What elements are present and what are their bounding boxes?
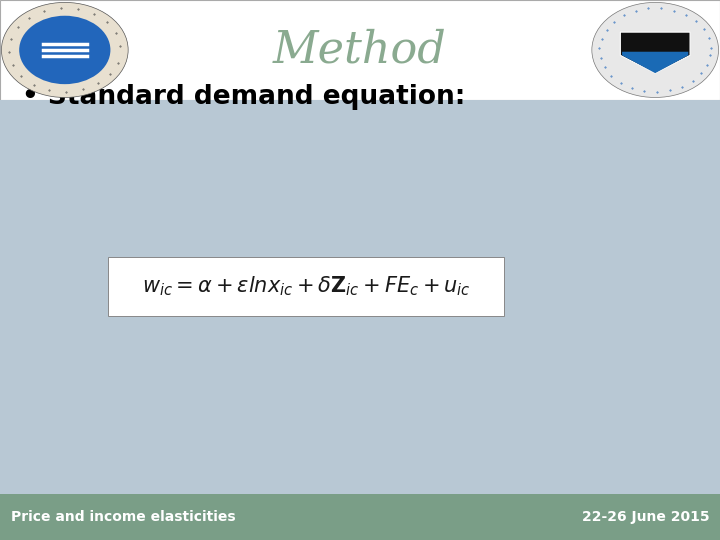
Text: 22-26 June 2015: 22-26 June 2015 xyxy=(582,510,709,524)
FancyBboxPatch shape xyxy=(0,0,720,100)
Text: $w_{ic} = \alpha + \varepsilon ln x_{ic} + \delta \mathbf{Z}_{ic} + FE_c + u_{ic: $w_{ic} = \alpha + \varepsilon ln x_{ic}… xyxy=(142,274,470,298)
Text: Price and income elasticities: Price and income elasticities xyxy=(11,510,235,524)
Text: Method: Method xyxy=(273,29,447,71)
Polygon shape xyxy=(622,52,688,73)
Circle shape xyxy=(1,2,128,97)
FancyBboxPatch shape xyxy=(0,100,720,494)
Circle shape xyxy=(19,16,110,84)
Circle shape xyxy=(592,2,719,97)
FancyBboxPatch shape xyxy=(108,256,504,316)
FancyBboxPatch shape xyxy=(0,494,720,540)
Text: • Standard demand equation:: • Standard demand equation: xyxy=(22,84,465,110)
Polygon shape xyxy=(621,32,690,73)
